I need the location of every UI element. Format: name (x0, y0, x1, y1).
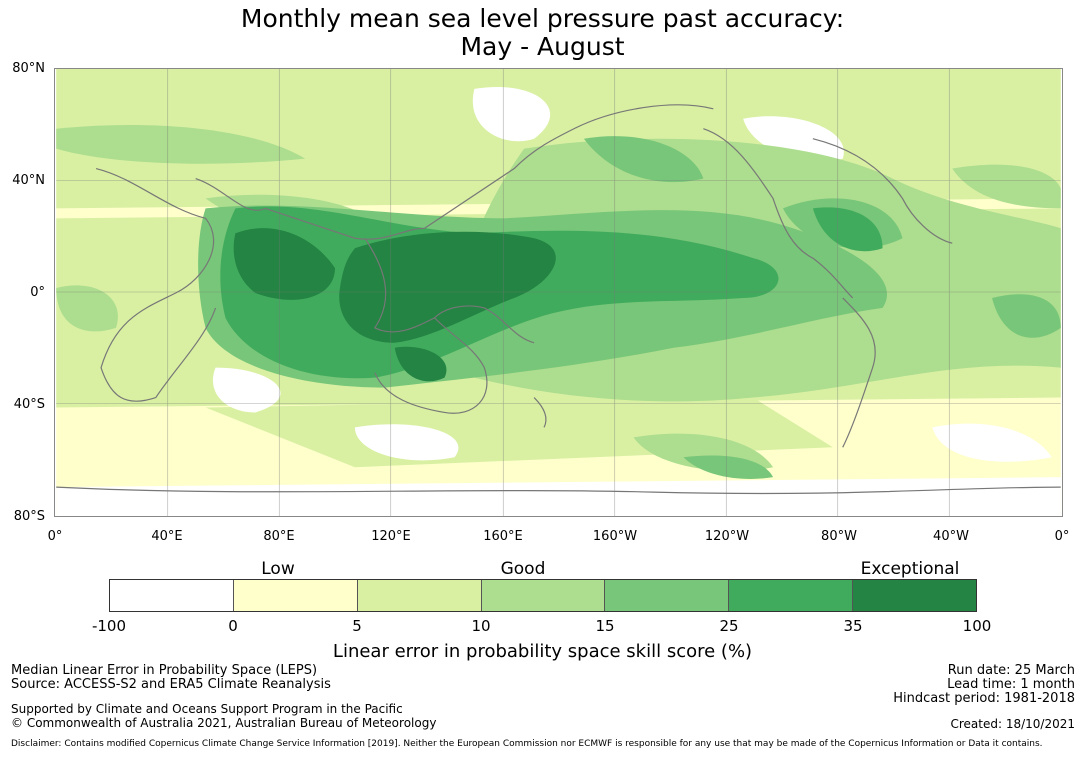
leps-description: Median Linear Error in Probability Space… (11, 663, 318, 678)
coastlines (56, 104, 1061, 495)
colorbar-tick: 0 (228, 617, 238, 635)
lon-label-120w: 120°W (704, 529, 750, 544)
lon-label-80e: 80°E (263, 529, 295, 544)
lon-label-80w: 80°W (821, 529, 857, 544)
lon-label-160w: 160°W (592, 529, 638, 544)
footer-right-top: Run date: 25 March Lead time: 1 month Hi… (893, 664, 1075, 706)
colorbar (109, 579, 977, 612)
skill-regions-35-100 (233, 228, 556, 382)
disclaimer: Disclaimer: Contains modified Copernicus… (11, 739, 1043, 749)
colorbar-tick: 15 (595, 617, 615, 635)
skill-map-svg (56, 69, 1061, 516)
lat-label-40n: 40°N (12, 173, 45, 188)
copyright-note: © Commonwealth of Australia 2021, Austra… (11, 716, 437, 730)
colorbar-tick: 25 (719, 617, 739, 635)
legend-category-good: Good (500, 559, 546, 579)
colorbar-segment (110, 580, 234, 611)
colorbar-title: Linear error in probability space skill … (332, 641, 753, 662)
lon-label-0-left: 0° (47, 529, 63, 544)
title-line-2: May - August (460, 32, 625, 61)
graticule (56, 69, 1061, 516)
skill-map (54, 68, 1063, 517)
colorbar-tick: -100 (91, 617, 127, 635)
footer-left-bottom: Supported by Climate and Oceans Support … (11, 702, 436, 730)
footer-left-top: Median Linear Error in Probability Space… (11, 664, 331, 692)
lon-label-120e: 120°E (371, 529, 411, 544)
colorbar-tick: 35 (843, 617, 863, 635)
colorbar-segment (481, 580, 606, 611)
title-line-1: Monthly mean sea level pressure past acc… (240, 4, 845, 33)
run-date: Run date: 25 March (947, 663, 1075, 678)
data-source: Source: ACCESS-S2 and ERA5 Climate Reana… (11, 677, 331, 692)
hindcast-period: Hindcast period: 1981-2018 (893, 691, 1075, 706)
lat-label-40s: 40°S (13, 397, 45, 412)
support-note: Supported by Climate and Oceans Support … (11, 702, 403, 716)
no-skill-regions (56, 86, 1061, 516)
lon-label-160e: 160°E (483, 529, 523, 544)
lon-label-0-right: 0° (1054, 529, 1070, 544)
colorbar-segment (729, 580, 854, 611)
created-date: Created: 18/10/2021 (950, 717, 1075, 731)
colorbar-segment (605, 580, 730, 611)
lon-label-40e: 40°E (151, 529, 183, 544)
lat-label-80s: 80°S (13, 509, 45, 524)
legend-category-low: Low (261, 559, 295, 579)
colorbar-segment (357, 580, 482, 611)
lat-label-equator: 0° (30, 285, 45, 300)
colorbar-segment (233, 580, 358, 611)
colorbar-tick: 100 (962, 617, 992, 635)
lead-time: Lead time: 1 month (947, 677, 1075, 692)
colorbar-tick: 10 (471, 617, 491, 635)
legend-category-exceptional: Exceptional (860, 559, 960, 579)
colorbar-tick: 5 (352, 617, 362, 635)
map-title: Monthly mean sea level pressure past acc… (0, 5, 1085, 61)
lon-label-40w: 40°W (933, 529, 969, 544)
lat-label-80n: 80°N (12, 61, 45, 76)
colorbar-segment (853, 580, 977, 611)
